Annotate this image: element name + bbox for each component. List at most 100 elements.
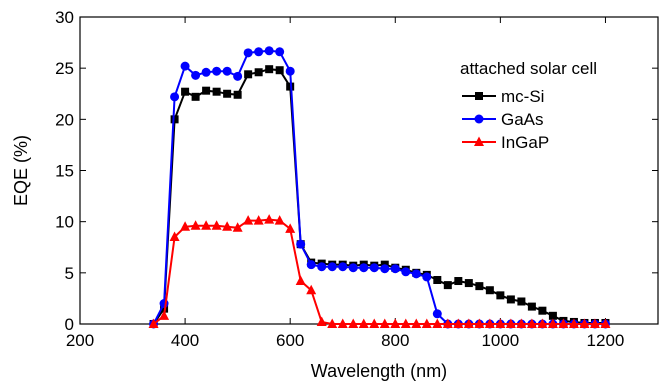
- data-point-gaas: [296, 239, 306, 249]
- data-point-gaas: [401, 267, 411, 277]
- data-point-ingap: [264, 214, 275, 224]
- data-point-mc-si: [275, 66, 284, 75]
- x-tick-label: 200: [66, 331, 94, 350]
- data-point-gaas: [275, 47, 285, 57]
- data-point-ingap: [379, 318, 390, 328]
- data-point-mc-si: [181, 87, 190, 96]
- data-point-ingap: [495, 318, 506, 328]
- data-point-ingap: [547, 318, 558, 328]
- data-point-ingap: [337, 318, 348, 328]
- data-point-ingap: [180, 221, 191, 231]
- data-point-ingap: [390, 318, 401, 328]
- data-point-mc-si: [254, 68, 263, 77]
- y-tick-label: 25: [55, 59, 74, 78]
- data-point-ingap: [600, 318, 611, 328]
- data-point-ingap: [463, 318, 474, 328]
- data-point-ingap: [358, 318, 369, 328]
- legend-marker-mc-si: [475, 92, 483, 100]
- y-tick-label: 30: [55, 8, 74, 27]
- data-point-ingap: [579, 318, 590, 328]
- data-point-ingap: [453, 318, 464, 328]
- data-point-gaas: [411, 269, 421, 279]
- data-point-mc-si: [506, 295, 515, 304]
- y-tick-label: 15: [55, 162, 74, 181]
- x-tick-label: 400: [171, 331, 199, 350]
- data-point-ingap: [201, 220, 212, 230]
- data-point-ingap: [295, 275, 306, 286]
- data-point-ingap: [589, 318, 600, 328]
- data-point-ingap: [232, 222, 243, 232]
- data-point-ingap: [222, 221, 233, 231]
- data-point-gaas: [180, 61, 190, 71]
- y-tick-label: 20: [55, 110, 74, 129]
- data-point-mc-si: [548, 311, 557, 320]
- series-layer: [148, 46, 611, 329]
- y-tick-label: 10: [55, 213, 74, 232]
- data-point-ingap: [148, 318, 159, 328]
- data-point-ingap: [568, 318, 579, 328]
- data-point-ingap: [348, 318, 359, 328]
- data-point-mc-si: [223, 89, 232, 98]
- data-point-ingap: [243, 215, 254, 225]
- data-point-mc-si: [191, 92, 200, 101]
- data-point-mc-si: [233, 90, 242, 99]
- data-point-mc-si: [464, 279, 473, 288]
- axis-ticks: 200 400 600 800 1000 1200 0 5 10 15 20 25 30: [55, 8, 658, 350]
- legend-label-gaas: GaAs: [501, 110, 544, 129]
- data-point-gaas: [317, 262, 327, 272]
- legend-label-mc-si: mc-Si: [501, 87, 544, 106]
- legend-label-ingap: InGaP: [501, 133, 549, 152]
- data-point-gaas: [233, 71, 243, 81]
- data-point-gaas: [390, 264, 400, 274]
- y-tick-label: 5: [65, 264, 74, 283]
- series-line-mc-si: [152, 68, 606, 325]
- data-point-ingap: [274, 215, 285, 225]
- data-point-ingap: [285, 223, 296, 233]
- x-tick-label: 800: [381, 331, 409, 350]
- data-point-gaas: [338, 262, 348, 272]
- data-point-gaas: [201, 67, 211, 77]
- data-point-gaas: [264, 46, 274, 56]
- data-point-mc-si: [433, 275, 442, 284]
- data-point-gaas: [359, 263, 369, 273]
- data-point-ingap: [169, 231, 180, 242]
- data-point-gaas: [369, 263, 379, 273]
- data-point-ingap: [411, 318, 422, 328]
- data-point-ingap: [316, 316, 327, 326]
- data-point-gaas: [422, 272, 432, 282]
- x-axis-title: Wavelength (nm): [311, 361, 447, 381]
- data-point-ingap: [505, 318, 516, 328]
- data-point-mc-si: [454, 277, 463, 286]
- data-point-ingap: [537, 318, 548, 328]
- y-tick-label: 0: [65, 315, 74, 334]
- data-point-ingap: [159, 310, 170, 320]
- data-point-ingap: [190, 220, 201, 230]
- series-ingap: [148, 214, 611, 328]
- data-point-gaas: [212, 66, 222, 76]
- data-point-gaas: [432, 309, 442, 319]
- data-point-mc-si: [212, 87, 221, 96]
- data-point-ingap: [421, 318, 432, 328]
- data-point-ingap: [432, 318, 443, 328]
- legend-marker-ingap: [474, 136, 484, 146]
- data-point-ingap: [327, 318, 338, 328]
- data-point-mc-si: [244, 70, 253, 79]
- data-point-ingap: [484, 318, 495, 328]
- data-point-gaas: [191, 70, 201, 80]
- data-point-gaas: [285, 66, 295, 76]
- data-point-gaas: [327, 262, 337, 272]
- data-point-mc-si: [443, 281, 452, 290]
- data-point-ingap: [558, 318, 569, 328]
- data-point-mc-si: [517, 297, 526, 306]
- x-tick-label: 1000: [481, 331, 519, 350]
- x-tick-label: 1200: [587, 331, 625, 350]
- data-point-gaas: [254, 47, 264, 57]
- legend-marker-gaas: [474, 114, 484, 124]
- data-point-ingap: [516, 318, 527, 328]
- data-point-mc-si: [170, 115, 179, 124]
- data-point-gaas: [380, 264, 390, 274]
- data-point-ingap: [253, 215, 264, 225]
- data-point-mc-si: [202, 86, 211, 95]
- data-point-gaas: [348, 263, 358, 273]
